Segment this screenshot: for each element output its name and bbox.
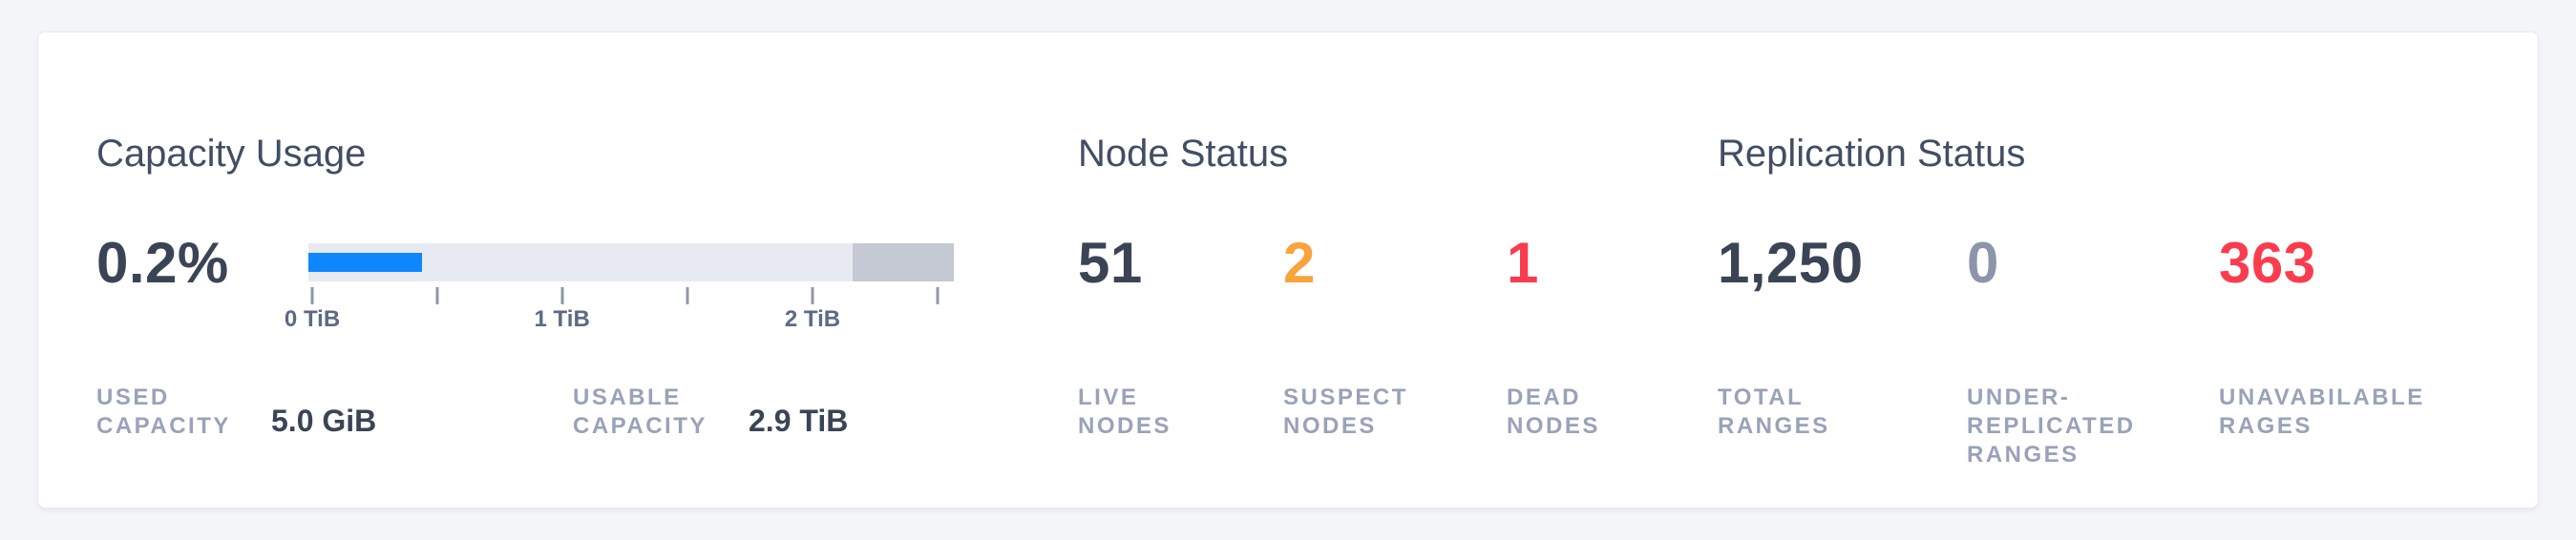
dead-nodes-label: DEAD NODES: [1507, 384, 1600, 439]
suspect-nodes-label: SUSPECT NODES: [1283, 384, 1408, 439]
axis-tick: [936, 287, 940, 304]
total-ranges-label: TOTAL RANGES: [1718, 384, 1830, 439]
capacity-bar-chart: 0 TiB 1 TiB 2 TiB: [285, 243, 954, 367]
capacity-bar-used: [308, 253, 422, 272]
node-status-title: Node Status: [1078, 133, 1289, 175]
capacity-used-percent: 0.2%: [96, 231, 229, 295]
usable-capacity-value: 2.9 TiB: [749, 404, 849, 438]
unavailable-ranges-value: 363: [2219, 231, 2316, 295]
total-ranges-value: 1,250: [1718, 231, 1864, 295]
replication-status-title: Replication Status: [1718, 133, 2026, 175]
axis-tick: [560, 287, 564, 304]
live-nodes-value: 51: [1078, 231, 1143, 295]
unavailable-ranges-label: UNAVABILABLE RAGES: [2219, 384, 2425, 439]
axis-tick-label: 2 TiB: [784, 306, 841, 332]
live-nodes-label: LIVE NODES: [1078, 384, 1172, 439]
capacity-bar-track: [308, 243, 954, 281]
used-capacity-value: 5.0 GiB: [271, 404, 377, 438]
node-status-section: Node Status 51 LIVE NODES 2 SUSPECT NODE…: [1078, 32, 1689, 508]
axis-tick: [310, 287, 314, 304]
capacity-axis-labels: 0 TiB 1 TiB 2 TiB: [285, 306, 954, 335]
axis-tick-label: 0 TiB: [284, 306, 341, 332]
axis-tick-label: 1 TiB: [534, 306, 590, 332]
replication-status-section: Replication Status 1,250 TOTAL RANGES 0 …: [1718, 32, 2520, 508]
used-capacity-label: USED CAPACITY: [96, 384, 231, 439]
axis-tick: [435, 287, 439, 304]
usable-capacity-label: USABLE CAPACITY: [573, 384, 707, 439]
under-replicated-ranges-value: 0: [1967, 231, 1999, 295]
under-replicated-ranges-label: UNDER- REPLICATED RANGES: [1967, 384, 2136, 467]
capacity-usage-title: Capacity Usage: [96, 133, 367, 175]
cluster-summary-card: Capacity Usage 0.2% 0 TiB 1 TiB 2 TiB USED…: [37, 31, 2539, 509]
capacity-usage-section: Capacity Usage 0.2% 0 TiB 1 TiB 2 TiB USED…: [96, 32, 994, 508]
suspect-nodes-value: 2: [1283, 231, 1316, 295]
axis-tick: [686, 287, 689, 304]
capacity-axis: [308, 287, 954, 304]
axis-tick: [811, 287, 814, 304]
capacity-bar-reserved: [852, 243, 954, 281]
dead-nodes-value: 1: [1507, 231, 1539, 295]
